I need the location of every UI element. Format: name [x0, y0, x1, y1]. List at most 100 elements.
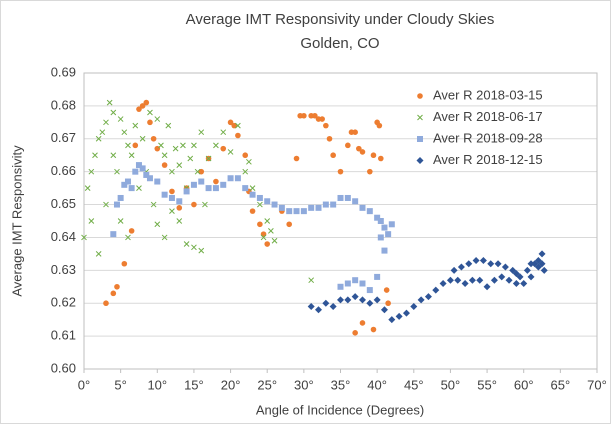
point — [249, 208, 256, 214]
point — [378, 155, 384, 162]
x-tick-label: 5° — [114, 377, 126, 392]
point — [136, 185, 142, 191]
y-tick-label: 0.64 — [51, 229, 76, 244]
y-tick-label: 0.66 — [51, 163, 76, 178]
point — [512, 279, 520, 287]
point — [161, 234, 168, 241]
point — [176, 198, 183, 205]
point — [501, 263, 509, 271]
legend-label: Aver R 2018-03-15 — [433, 87, 543, 102]
point — [146, 175, 153, 182]
point — [191, 201, 197, 208]
point — [373, 296, 381, 304]
point — [337, 194, 344, 201]
point — [106, 99, 113, 106]
point — [110, 290, 117, 297]
point — [242, 185, 249, 192]
legend-label: Aver R 2018-06-17 — [433, 109, 543, 124]
point — [81, 234, 87, 241]
y-tick-label: 0.63 — [51, 262, 76, 277]
y-tick-label: 0.68 — [51, 97, 76, 112]
point — [540, 266, 548, 274]
point — [461, 279, 469, 287]
point — [180, 142, 186, 149]
x-tick-label: 20° — [221, 377, 241, 392]
point — [110, 152, 117, 159]
point — [176, 162, 183, 168]
point — [227, 119, 234, 126]
point — [235, 122, 241, 129]
point — [370, 326, 377, 333]
point — [227, 149, 234, 155]
point — [213, 142, 219, 149]
point — [301, 112, 307, 119]
point — [212, 185, 219, 192]
point — [165, 122, 172, 129]
point — [439, 279, 447, 287]
point — [377, 234, 384, 241]
point — [490, 276, 498, 284]
plot-border — [83, 72, 598, 370]
point — [205, 155, 212, 162]
point — [337, 296, 344, 304]
point — [315, 204, 322, 211]
point — [194, 168, 201, 175]
point — [88, 218, 95, 224]
point — [169, 168, 175, 175]
point — [359, 204, 366, 211]
point — [476, 276, 484, 284]
point — [268, 228, 274, 234]
x-tick-label: 10° — [147, 377, 167, 392]
point — [329, 303, 337, 311]
point — [121, 260, 128, 267]
y-axis-label: Average IMT Responsivity — [9, 145, 24, 297]
point — [307, 303, 315, 311]
point — [527, 273, 535, 281]
point — [366, 208, 373, 215]
point — [256, 194, 263, 201]
point — [271, 237, 278, 244]
point — [424, 293, 432, 301]
y-tick-label: 0.61 — [51, 328, 76, 343]
point — [351, 293, 359, 301]
point — [370, 152, 377, 159]
point — [172, 145, 179, 152]
point — [114, 168, 120, 175]
point — [450, 266, 458, 274]
point — [161, 152, 168, 159]
x-tick-label: 0° — [78, 377, 90, 392]
point — [198, 178, 205, 185]
point — [483, 283, 491, 291]
point — [432, 286, 440, 294]
point — [202, 201, 208, 208]
point — [538, 250, 546, 258]
point — [374, 214, 381, 221]
point — [147, 119, 153, 126]
point — [380, 306, 388, 314]
point — [359, 280, 366, 287]
point — [494, 260, 502, 268]
point — [330, 201, 337, 208]
point — [385, 231, 392, 238]
point — [183, 188, 190, 195]
x-tick-label: 15° — [184, 377, 204, 392]
point — [169, 188, 175, 195]
point — [293, 155, 300, 162]
point — [220, 181, 227, 188]
chart-title: Average IMT Responsivity under Cloudy Sk… — [186, 11, 495, 28]
point — [312, 112, 318, 119]
point — [498, 273, 506, 281]
point — [110, 109, 117, 116]
point — [249, 185, 256, 191]
point — [352, 129, 358, 135]
point — [388, 316, 396, 324]
point — [84, 185, 91, 191]
point — [176, 205, 183, 211]
point — [128, 228, 135, 234]
point — [308, 277, 315, 284]
point — [366, 287, 373, 294]
point — [376, 122, 383, 129]
point — [337, 168, 344, 175]
point — [352, 277, 359, 284]
